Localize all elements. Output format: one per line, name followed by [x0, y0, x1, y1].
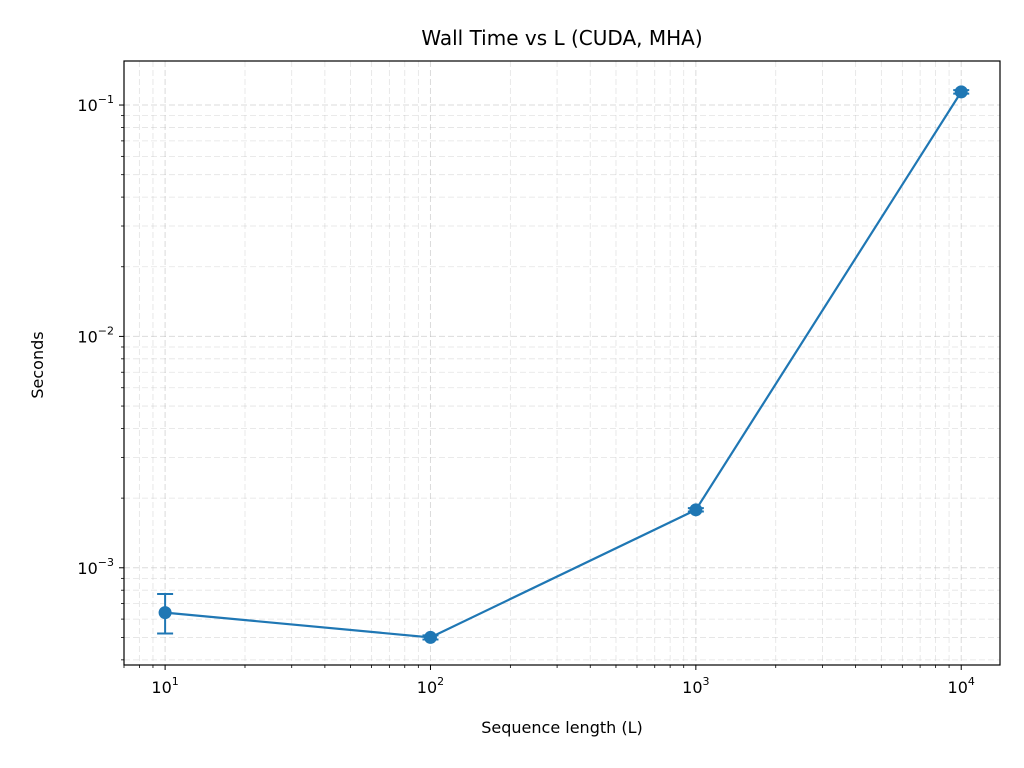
x-tick-label: 103	[682, 675, 709, 697]
x-tick-label: 102	[417, 675, 444, 697]
series-line	[165, 91, 963, 639]
chart-title: Wall Time vs L (CUDA, MHA)	[421, 26, 702, 50]
y-tick-label: 10−2	[77, 324, 114, 346]
y-tick-label: 10−3	[77, 556, 114, 578]
grid-lines	[123, 61, 1000, 665]
data-point	[689, 503, 703, 517]
y-axis-label: Seconds	[28, 331, 47, 398]
x-tick-label: 101	[151, 675, 178, 697]
data-point	[954, 85, 968, 99]
data-point	[423, 630, 437, 644]
x-tick-label: 104	[948, 675, 975, 697]
data-series	[157, 85, 970, 644]
plot-area-frame	[123, 60, 1001, 666]
y-tick-label: 10−1	[77, 93, 114, 115]
axis-ticks: 101 102 103 104 10−3 10−2 10−1	[77, 93, 974, 697]
data-point	[158, 606, 172, 620]
x-axis-label: Sequence length (L)	[481, 718, 643, 737]
